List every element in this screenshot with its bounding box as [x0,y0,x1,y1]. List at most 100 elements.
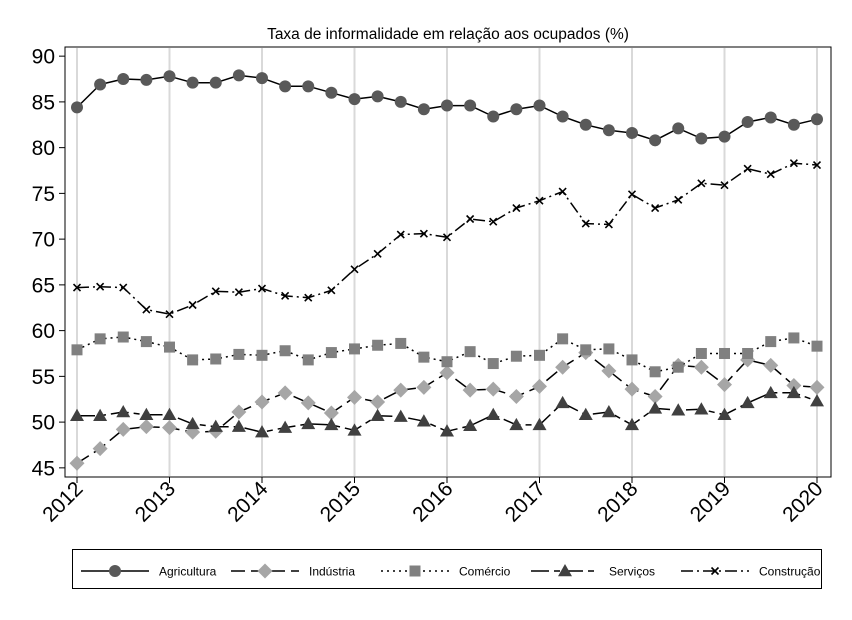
data-point-construcao [281,291,290,300]
data-point-comercio [372,339,384,351]
data-point-industria [138,419,154,435]
y-tick-label: 90 [32,46,55,69]
data-point-agricultura [163,70,176,83]
data-point-agricultura [579,118,592,131]
data-point-industria [393,382,409,398]
legend-item-industria: Indústria [231,563,355,579]
data-point-servicos [578,407,593,421]
data-point-comercio [557,333,569,345]
data-point-construcao [257,284,267,293]
data-point-servicos [208,419,223,432]
y-tick-label: 75 [32,183,55,206]
data-point-comercio [302,354,314,366]
data-point-agricultura [302,80,315,93]
data-point-servicos [185,416,200,430]
legend: Agricultura Indústria Comércio Serviços Cons… [72,549,822,589]
data-point-agricultura [371,90,384,103]
legend-marker [409,565,421,577]
data-point-comercio [603,343,615,355]
data-point-comercio [788,332,800,344]
data-point-agricultura [256,72,268,85]
data-point-construcao [188,300,197,310]
x-tick-label: 2018 [593,477,642,526]
data-point-servicos [601,405,616,418]
data-point-industria [555,359,571,375]
data-point-construcao [604,220,613,229]
legend-label: Comércio [459,565,511,579]
data-point-servicos [671,403,686,416]
legend-item-construcao: Construção [681,565,821,579]
data-point-construcao [396,230,405,239]
data-point-construcao [697,179,706,188]
series-comercio [71,331,823,378]
data-point-agricultura [140,73,153,86]
data-point-industria [370,394,386,410]
x-tick-label: 2020 [778,477,827,526]
data-point-industria [300,395,316,411]
data-point-agricultura [510,103,523,116]
data-point-construcao [419,229,428,238]
data-point-comercio [140,336,152,348]
legend-item-agricultura: Agricultura [81,565,217,579]
data-point-servicos [810,394,824,407]
data-point-construcao [234,288,243,297]
data-point-agricultura [764,111,777,124]
series-layer [69,69,825,471]
data-point-agricultura [232,69,245,82]
x-tick-label: 2012 [38,477,87,526]
data-point-comercio [418,351,430,363]
series-servicos [70,385,824,438]
data-point-construcao [512,203,521,213]
data-point-industria [809,379,825,395]
data-point-industria [92,441,108,457]
x-tick-label: 2017 [501,477,550,526]
data-point-industria [462,382,478,398]
data-point-comercio [233,348,245,360]
data-point-comercio [649,366,661,378]
data-point-construcao [674,195,683,204]
data-point-agricultura [394,95,407,108]
data-point-servicos [509,417,524,431]
y-tick-label: 55 [32,366,55,389]
data-point-industria [416,379,432,395]
data-point-agricultura [533,99,546,112]
data-point-construcao [651,203,660,213]
data-point-industria [624,381,640,397]
data-point-agricultura [94,78,107,91]
data-point-construcao [743,164,752,173]
data-point-agricultura [117,73,130,86]
data-point-comercio [719,347,730,359]
data-point-servicos [532,417,547,431]
data-point-construcao [373,249,382,258]
data-point-construcao [96,282,105,291]
data-point-construcao [142,305,151,314]
data-point-agricultura [718,130,731,143]
data-point-servicos [370,408,385,421]
data-point-agricultura [741,116,754,129]
data-point-agricultura [209,76,222,89]
y-tick-label: 70 [32,229,55,252]
data-point-servicos [763,385,778,399]
legend-label: Construção [759,565,821,579]
legend-item-servicos: Serviços [531,564,655,579]
data-point-industria [786,378,802,394]
data-point-comercio [256,349,268,361]
x-tick-label: 2015 [316,477,365,526]
data-point-agricultura [325,86,338,99]
data-point-comercio [164,341,175,353]
data-point-comercio [534,349,545,361]
data-point-comercio [94,333,106,345]
data-point-comercio [349,343,360,355]
data-point-agricultura [487,110,500,123]
data-point-industria [323,405,339,421]
x-tick-label: 2019 [686,477,735,526]
data-point-comercio [279,345,291,357]
data-point-servicos [139,407,154,421]
legend-label: Agricultura [159,565,217,579]
data-point-agricultura [279,80,292,93]
data-point-servicos [255,425,269,438]
data-point-servicos [463,418,478,432]
data-point-construcao [327,286,336,295]
legend-item-comercio: Comércio [381,565,511,579]
data-point-construcao [119,283,128,292]
